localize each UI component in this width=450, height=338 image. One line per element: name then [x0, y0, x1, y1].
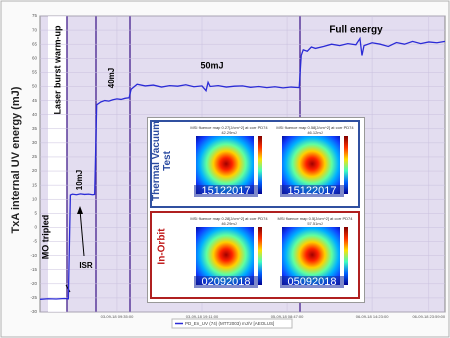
y-tick-label: -20 [30, 281, 37, 286]
y-tick-label: -25 [30, 295, 37, 300]
y-axis-label: TxA internal UV energy (mJ) [10, 86, 22, 233]
y-tick-label: 45 [32, 98, 38, 103]
y-tick-label: 35 [32, 126, 38, 131]
heatmap-panel: MSI fluence map 0.58[J/cm^2] at corr PD7… [274, 125, 356, 205]
colorbar [344, 227, 348, 285]
legend-label: PD_En_UV (74) (MTT2003) mJ/V [AEOLUS] [185, 321, 274, 326]
map-date: 02092018 [194, 276, 258, 288]
annotation: Full energy [329, 25, 383, 36]
colorbar [258, 136, 262, 194]
x-tick-label: 05-09-18 08:47:00 [271, 314, 304, 319]
annotation: 10mJ [75, 170, 84, 190]
map-date: 15122017 [280, 185, 344, 197]
y-tick-label: -10 [30, 253, 37, 258]
annotation: ISR [79, 261, 93, 270]
x-tick-label: 03-09-18 19:11:00 [186, 314, 219, 319]
row-label: Thermal Vacuum Test [151, 119, 173, 203]
x-tick-label: 03-09-18 09:35:00 [101, 314, 134, 319]
annotation: MO tripled [40, 215, 50, 260]
row-label: In-Orbit [157, 205, 168, 289]
colorbar [258, 227, 262, 285]
y-tick-label: 75 [32, 13, 38, 18]
y-tick-label: 40 [32, 112, 38, 117]
map-title: MSI fluence map 0.27[J/cm^2] at corr PD7… [188, 125, 270, 135]
y-tick-label: 70 [32, 27, 38, 32]
screenshot: TxA internal UV energy (mJ) Laser burst … [0, 0, 450, 338]
y-tick-label: 30 [32, 140, 38, 145]
heatmap-panel: MSI fluence map 0.27[J/cm^2] at corr PD7… [188, 125, 270, 205]
map-title: MSI fluence map 0.58[J/cm^2] at corr PD7… [274, 125, 356, 135]
y-tick-label: -5 [33, 239, 37, 244]
inset-row: In-Orbit MSI fluence map 0.28[J/cm^2] at… [150, 211, 360, 299]
y-tick-label: 15 [32, 182, 38, 187]
x-tick-label: 06-09-18 23:59:00 [412, 314, 445, 319]
colorbar [344, 136, 348, 194]
y-tick-label: 55 [32, 70, 38, 75]
x-tick-label: 06-09-18 14:23:00 [356, 314, 389, 319]
y-tick-label: 65 [32, 41, 38, 46]
y-tick-label: -15 [30, 267, 37, 272]
map-date: 15122017 [194, 185, 258, 197]
map-title: MSI fluence map 0.5[J/cm^2] at corr PD74… [274, 216, 356, 226]
y-tick-label: 60 [32, 55, 38, 60]
heatmap-panel: MSI fluence map 0.28[J/cm^2] at corr PD7… [188, 216, 270, 296]
heatmap-panel: MSI fluence map 0.5[J/cm^2] at corr PD74… [274, 216, 356, 296]
y-tick-label: 10 [32, 196, 38, 201]
map-date: 05092018 [280, 276, 344, 288]
y-tick-label: 20 [32, 168, 38, 173]
annotation: Laser burst warm-up [52, 25, 62, 115]
y-tick-label: 50 [32, 84, 38, 89]
annotation: 50mJ [200, 60, 223, 70]
y-tick-label: -30 [30, 309, 37, 314]
inset-row: Thermal Vacuum Test MSI fluence map 0.27… [150, 120, 360, 208]
annotation: 40mJ [107, 68, 116, 88]
y-tick-label: 25 [32, 154, 38, 159]
inset: Thermal Vacuum Test MSI fluence map 0.27… [147, 117, 365, 303]
map-title: MSI fluence map 0.28[J/cm^2] at corr PD7… [188, 216, 270, 226]
